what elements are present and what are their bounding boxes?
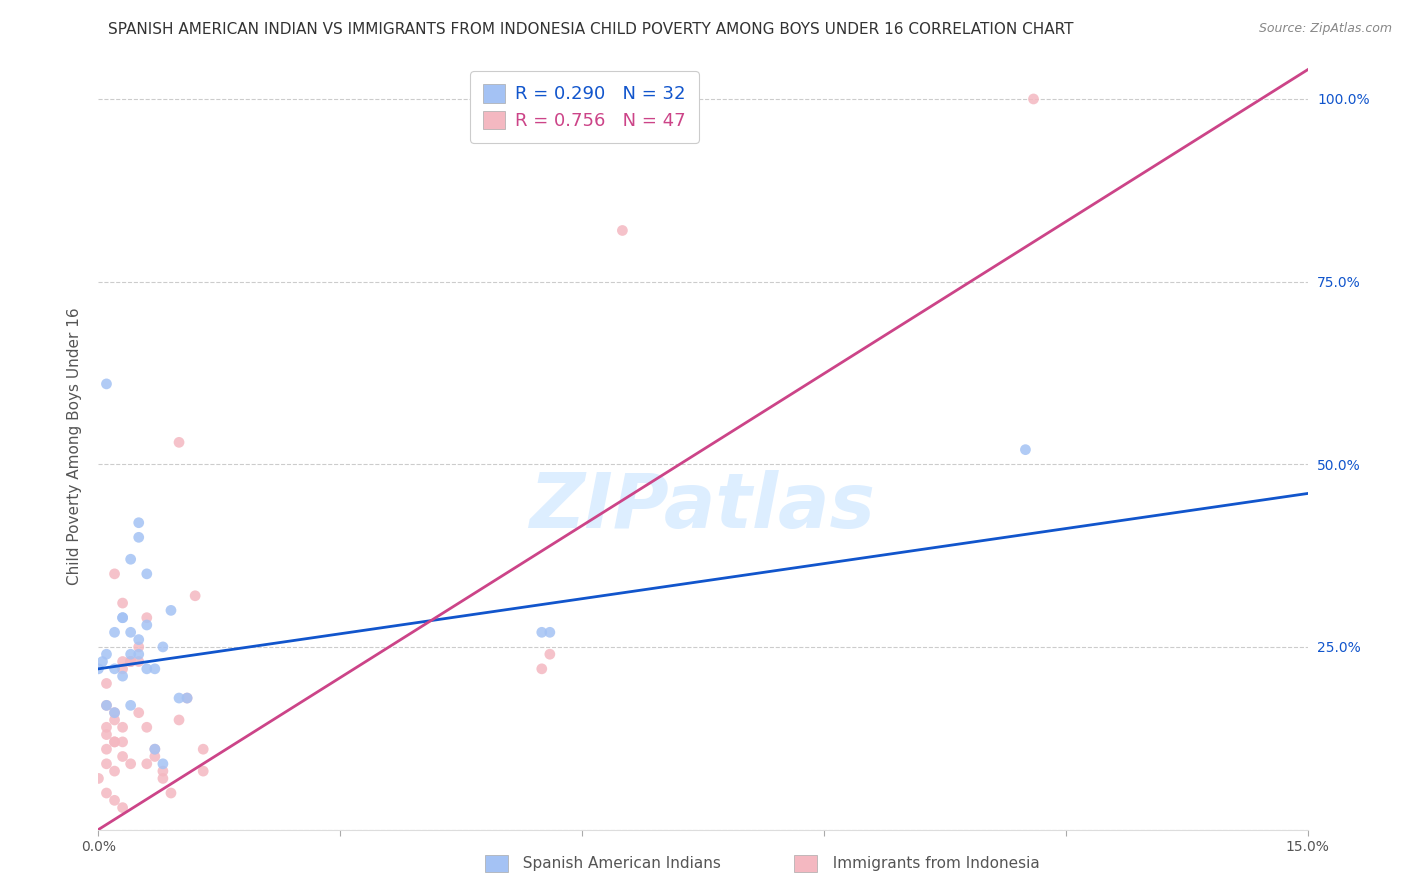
Point [143, 742, 166, 756]
Point [152, 756, 174, 771]
Point [128, 706, 150, 720]
Point [184, 589, 207, 603]
Point [1014, 442, 1036, 457]
Point [111, 662, 134, 676]
Point [96, 698, 118, 713]
Point [120, 655, 142, 669]
Point [128, 632, 150, 647]
Y-axis label: Child Poverty Among Boys Under 16: Child Poverty Among Boys Under 16 [67, 307, 83, 585]
Point [103, 735, 125, 749]
Point [530, 625, 553, 640]
Point [135, 566, 157, 581]
Point [193, 742, 215, 756]
Point [111, 610, 134, 624]
Text: Source: ZipAtlas.com: Source: ZipAtlas.com [1258, 22, 1392, 36]
Point [111, 735, 134, 749]
Point [128, 647, 150, 661]
Point [87, 772, 110, 786]
Point [152, 764, 174, 778]
Point [120, 625, 142, 640]
Point [167, 435, 190, 450]
Point [1022, 92, 1045, 106]
Point [120, 647, 142, 661]
Point [111, 749, 134, 764]
Point [120, 655, 142, 669]
Point [111, 655, 134, 669]
Point [176, 691, 198, 706]
Point [538, 625, 561, 640]
Point [103, 793, 125, 807]
Point [538, 647, 561, 661]
Point [96, 728, 118, 742]
Point [103, 713, 125, 727]
Point [152, 640, 174, 654]
Point [128, 516, 150, 530]
Point [87, 662, 110, 676]
Point [128, 640, 150, 654]
Point [167, 691, 190, 706]
Point [96, 698, 118, 713]
Point [120, 552, 142, 566]
Point [111, 720, 134, 734]
Point [111, 800, 134, 814]
Point [120, 756, 142, 771]
Point [111, 610, 134, 624]
Point [128, 530, 150, 544]
Point [103, 735, 125, 749]
Point [135, 610, 157, 624]
Point [103, 706, 125, 720]
Point [143, 742, 166, 756]
Point [160, 603, 183, 617]
Point [128, 655, 150, 669]
Point [120, 655, 142, 669]
Text: SPANISH AMERICAN INDIAN VS IMMIGRANTS FROM INDONESIA CHILD POVERTY AMONG BOYS UN: SPANISH AMERICAN INDIAN VS IMMIGRANTS FR… [108, 22, 1073, 37]
Point [103, 566, 125, 581]
Point [111, 596, 134, 610]
Point [176, 691, 198, 706]
Point [135, 720, 157, 734]
Text: ZIPatlas: ZIPatlas [530, 470, 876, 544]
Point [152, 772, 174, 786]
Point [530, 662, 553, 676]
Point [96, 647, 118, 661]
Point [612, 223, 634, 237]
Point [135, 618, 157, 632]
Point [103, 662, 125, 676]
Point [96, 756, 118, 771]
Text: Immigrants from Indonesia: Immigrants from Indonesia [823, 856, 1039, 871]
Text: Spanish American Indians: Spanish American Indians [513, 856, 721, 871]
Point [193, 764, 215, 778]
Legend: R = 0.290   N = 32, R = 0.756   N = 47: R = 0.290 N = 32, R = 0.756 N = 47 [470, 71, 699, 143]
Point [135, 662, 157, 676]
Point [96, 742, 118, 756]
Point [96, 376, 118, 391]
Point [91, 655, 114, 669]
Point [96, 676, 118, 690]
Point [103, 764, 125, 778]
Point [135, 756, 157, 771]
Point [96, 720, 118, 734]
Point [103, 625, 125, 640]
Point [120, 698, 142, 713]
Point [103, 706, 125, 720]
Point [111, 669, 134, 683]
Point [167, 713, 190, 727]
Point [160, 786, 183, 800]
Point [143, 662, 166, 676]
Point [143, 749, 166, 764]
Point [96, 786, 118, 800]
